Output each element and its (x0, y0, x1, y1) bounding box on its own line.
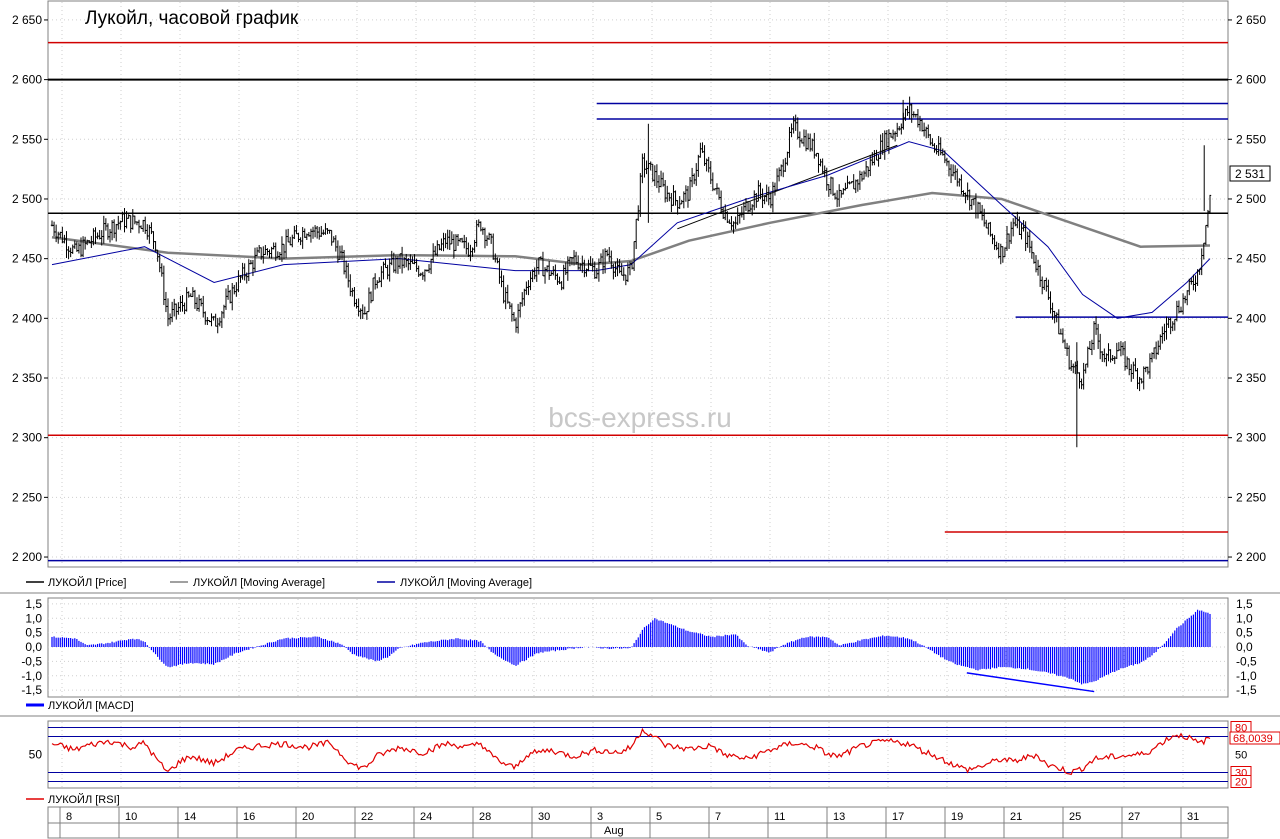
day-label: 30 (538, 811, 550, 823)
day-label: 7 (715, 811, 721, 823)
price-tick-label-left: 2 400 (12, 311, 42, 325)
day-label: 10 (125, 811, 137, 823)
macd-tick-label-left: 0,5 (25, 626, 42, 640)
day-label: 24 (420, 811, 432, 823)
macd-tick-label-right: 1,5 (1236, 597, 1253, 611)
macd-legend: ЛУКОЙЛ [MACD] (26, 699, 134, 712)
macd-tick-label-right: 1,0 (1236, 611, 1253, 625)
macd-tick-label-left: 1,0 (25, 611, 42, 625)
day-label: 17 (892, 811, 904, 823)
price-tick-label-right: 2 400 (1236, 311, 1266, 325)
macd-tick-label-right: -1,5 (1236, 683, 1257, 697)
legend-macd: ЛУКОЙЛ [MACD] (48, 699, 134, 712)
price-tick-label-left: 2 650 (12, 13, 42, 27)
macd-tick-label-right: 0,5 (1236, 626, 1253, 640)
price-tick-label-right: 2 450 (1236, 252, 1266, 266)
chart-title: Лукойл, часовой график (85, 8, 299, 29)
rsi-last-box (1229, 731, 1280, 745)
price-levels (48, 41, 1228, 562)
day-label: 21 (1010, 811, 1022, 823)
price-tick-label-right: 2 250 (1236, 490, 1266, 504)
price-series (50, 96, 1212, 448)
day-label: 8 (66, 811, 72, 823)
macd-series (51, 609, 1211, 693)
last-price-label: 2 531 (1235, 167, 1265, 181)
price-tick-label-right: 2 650 (1236, 13, 1266, 27)
day-label: 31 (1187, 811, 1199, 823)
price-tick-label-left: 2 600 (12, 73, 42, 87)
rsi-panel-frame (47, 720, 1229, 789)
price-tick-label-left: 2 250 (12, 490, 42, 504)
rsi-tick-box (1230, 775, 1252, 788)
rsi-legend: ЛУКОЙЛ [RSI] (26, 793, 120, 806)
month-label: Aug (604, 825, 624, 837)
macd-tick-label-left: -0,5 (21, 654, 42, 668)
macd-tick-label-left: -1,5 (21, 683, 42, 697)
rsi-tick-label-right: 20 (1235, 777, 1247, 789)
price-tick-label-right: 2 350 (1236, 371, 1266, 385)
day-label: 16 (243, 811, 255, 823)
rsi-tick-label-right: 50 (1235, 750, 1247, 762)
price-tick-label-right: 2 300 (1236, 431, 1266, 445)
day-label: 19 (951, 811, 963, 823)
price-tick-label-right: 2 500 (1236, 192, 1266, 206)
price-tick-label-left: 2 450 (12, 252, 42, 266)
price-tick-label-left: 2 300 (12, 431, 42, 445)
ma-fast-line (51, 141, 1211, 319)
rsi-last-label: 68,0039 (1233, 733, 1273, 745)
day-label: 5 (656, 811, 662, 823)
price-tick-label-right: 2 550 (1236, 132, 1266, 146)
rsi-line (51, 727, 1211, 776)
axes: 8 10 14 16 20 22 24 28 30 3 5 7 11 13 17 19 21 25 27 31 2 65… (12, 13, 1266, 838)
rsi-series (48, 727, 1228, 782)
price-panel-frame (47, 0, 1229, 568)
ma-slow-line (51, 191, 1211, 266)
macd-tick-label-right: -1,0 (1236, 669, 1257, 683)
price-tick-label-right: 2 200 (1236, 550, 1266, 564)
price-tick-label-left: 2 200 (12, 550, 42, 564)
day-label: 25 (1069, 811, 1081, 823)
legend-rsi: ЛУКОЙЛ [RSI] (48, 793, 120, 806)
watermark: bcs-express.ru (548, 402, 732, 433)
macd-tick-label-left: 0,0 (25, 640, 42, 654)
price-tick-label-left: 2 350 (12, 371, 42, 385)
legend-ma-fast: ЛУКОЙЛ [Moving Average] (400, 576, 532, 589)
legend-price: ЛУКОЙЛ [Price] (48, 576, 126, 589)
legend-ma-slow: ЛУКОЙЛ [Moving Average] (193, 576, 325, 589)
price-tick-label-left: 2 500 (12, 192, 42, 206)
day-label: 14 (184, 811, 196, 823)
last-price-box (1229, 165, 1271, 182)
day-label: 13 (833, 811, 845, 823)
price-tick-label-left: 2 550 (12, 132, 42, 146)
price-legend: ЛУКОЙЛ [Price] ЛУКОЙЛ [Moving Average] Л… (26, 576, 532, 589)
moving-averages (51, 141, 1211, 319)
day-label: 28 (479, 811, 491, 823)
day-label: 20 (302, 811, 314, 823)
rsi-tick-label-left: 50 (29, 748, 43, 762)
day-label: 27 (1128, 811, 1140, 823)
macd-tick-label-right: 0,0 (1236, 640, 1253, 654)
price-tick-label-right: 2 600 (1236, 73, 1266, 87)
day-label: 3 (597, 811, 603, 823)
macd-tick-label-left: -1,0 (21, 669, 42, 683)
day-label: 11 (774, 811, 785, 823)
macd-divergence-line (966, 672, 1095, 693)
macd-tick-label-left: 1,5 (25, 597, 42, 611)
day-label: 22 (361, 811, 373, 823)
macd-tick-label-right: -0,5 (1236, 654, 1257, 668)
